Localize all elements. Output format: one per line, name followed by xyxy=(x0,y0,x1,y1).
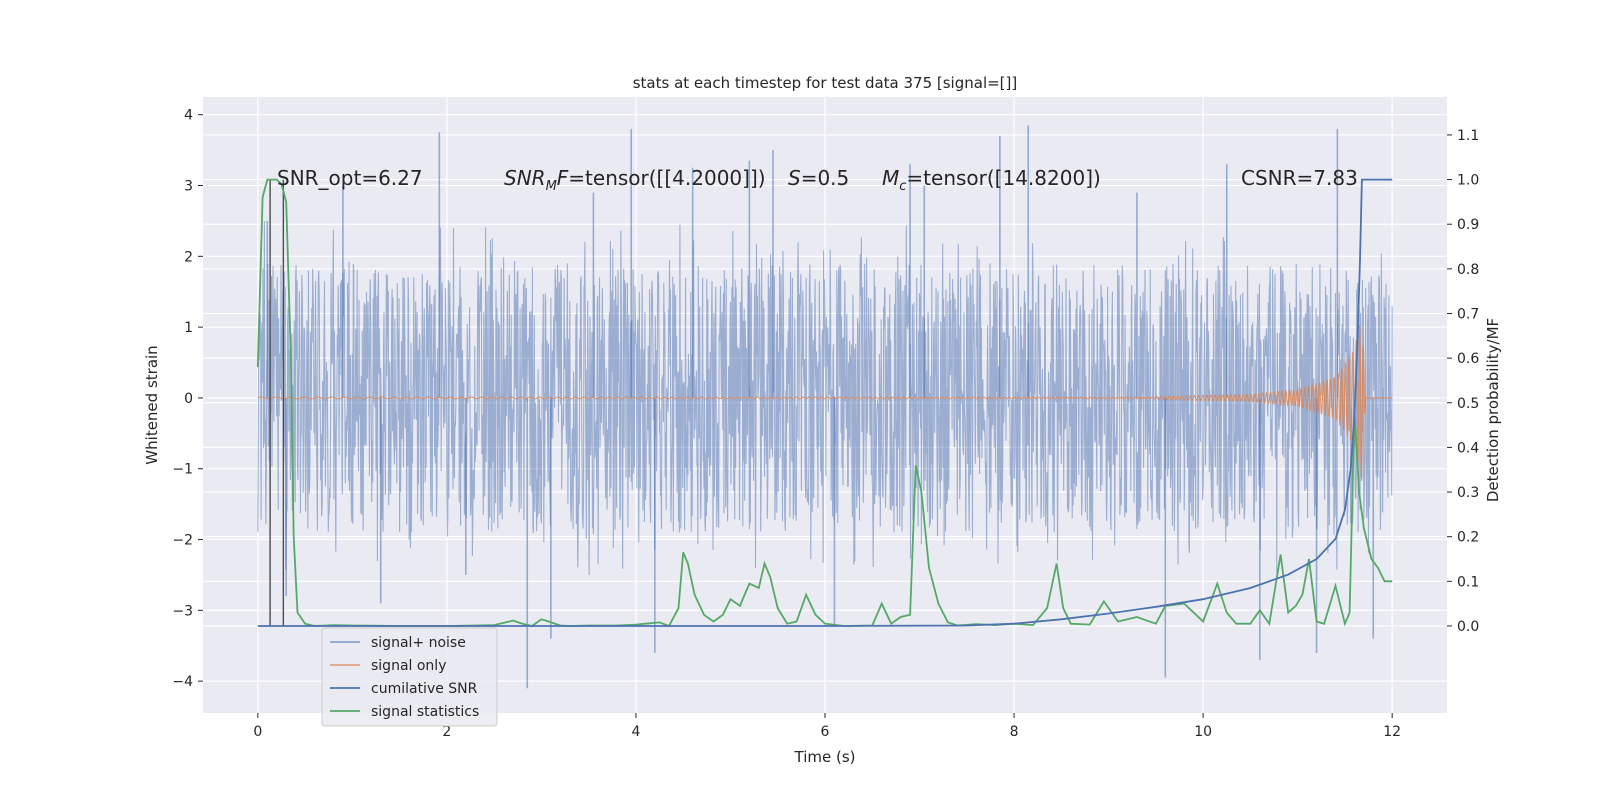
y2-tick-label: 0.0 xyxy=(1457,619,1479,635)
cumulative-snr-series xyxy=(257,178,1393,627)
y2-tick-label: 0.4 xyxy=(1457,440,1479,456)
y-tick-label: 1 xyxy=(184,320,193,336)
y-tick-label: −1 xyxy=(172,462,193,478)
signal-noise-series xyxy=(257,125,1393,689)
x-tick-label: 12 xyxy=(1383,724,1401,740)
y2-tick-label: 0.5 xyxy=(1457,396,1479,412)
y-tick-label: −2 xyxy=(172,533,193,549)
y-tick-label: −4 xyxy=(172,674,193,690)
x-tick-label: 2 xyxy=(442,724,451,740)
y2-tick-label: 0.9 xyxy=(1457,217,1479,233)
y2-tick-label: 0.8 xyxy=(1457,262,1479,278)
annotation-s: S=0.5 xyxy=(788,166,849,190)
legend-entry-stats: signal statistics xyxy=(371,704,479,720)
legend: signal+ noise signal only cumilative SNR… xyxy=(321,627,498,727)
annotation-mc: Mc=tensor([14.8200]) xyxy=(882,166,1101,194)
legend-entry-signal: signal only xyxy=(371,658,446,674)
y2-tick-label: 0.6 xyxy=(1457,351,1479,367)
y-tick-label: 3 xyxy=(184,179,193,195)
y2-tick-label: 1.1 xyxy=(1457,128,1479,144)
noise-trace xyxy=(257,220,1393,575)
x-tick-label: 8 xyxy=(1010,724,1019,740)
y-tick-label: −3 xyxy=(172,603,193,619)
signal-only-trace xyxy=(257,325,1393,482)
axes: 0 2 4 6 8 10 12−4−3−2−1012340.00.10.20.30.40.5… xyxy=(172,108,1479,740)
annotation-snr-opt: SNR_opt=6.27 xyxy=(277,166,423,190)
y2-axis-label: Detection probability/MF xyxy=(1484,318,1502,502)
x-tick-label: 4 xyxy=(631,724,640,740)
legend-box xyxy=(321,627,498,727)
x-tick-label: 0 xyxy=(253,724,262,740)
x-tick-label: 10 xyxy=(1194,724,1212,740)
y2-tick-label: 1.0 xyxy=(1457,173,1479,189)
y-tick-label: 2 xyxy=(184,249,193,265)
annotation-snr-mf: SNRMF=tensor([[4.2000]]) xyxy=(504,166,766,194)
y-tick-label: 4 xyxy=(184,108,193,124)
y2-tick-label: 0.1 xyxy=(1457,574,1479,590)
y2-tick-label: 0.7 xyxy=(1457,306,1479,322)
y2-tick-label: 0.2 xyxy=(1457,530,1479,546)
legend-entry-csnr: cumilative SNR xyxy=(371,681,478,697)
signal-only-series xyxy=(257,325,1393,482)
annotation-csnr: CSNR=7.83 xyxy=(1241,166,1358,190)
y-tick-label: 0 xyxy=(184,391,193,407)
legend-entry-noise: signal+ noise xyxy=(371,635,466,651)
y-axis-label: Whitened strain xyxy=(143,345,161,464)
cumulative-snr-line xyxy=(257,178,1393,627)
marker-lines xyxy=(269,179,285,626)
chart-title: stats at each timestep for test data 375… xyxy=(633,74,1018,92)
x-tick-label: 6 xyxy=(821,724,830,740)
y2-tick-label: 0.3 xyxy=(1457,485,1479,501)
x-axis-label: Time (s) xyxy=(794,748,856,766)
